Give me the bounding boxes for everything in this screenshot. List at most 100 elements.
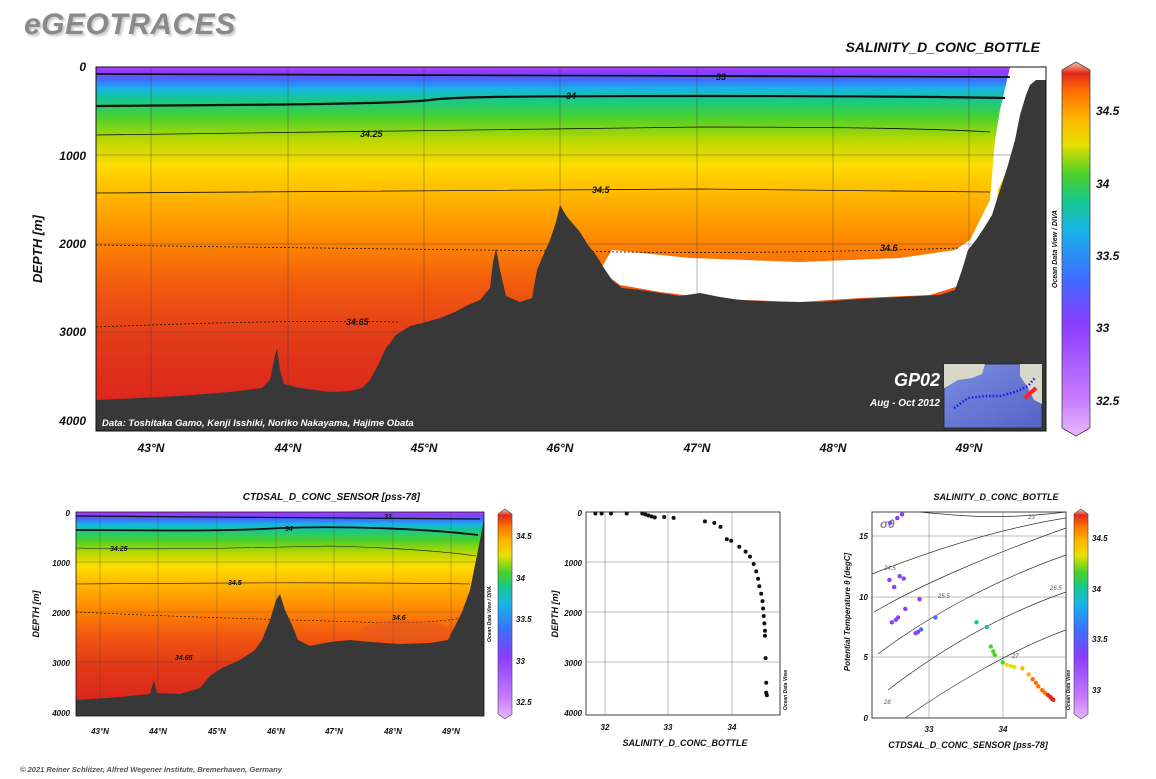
- station-map-inset: [943, 363, 1043, 429]
- ctd-cbar-tick-33: 33: [516, 657, 525, 666]
- profile-point-6: [646, 513, 651, 518]
- ctd-x-tick-43: 43°N: [90, 727, 109, 736]
- profile-y-label: DEPTH [m]: [550, 589, 560, 637]
- profile-point-22: [757, 584, 762, 589]
- ts-y-label: Potential Temperature θ [degC]: [843, 552, 852, 671]
- ts-cbar-tick-34-5: 34.5: [1092, 534, 1108, 543]
- ctd-x-tick-46: 46°N: [266, 727, 285, 736]
- ts-isopycnal-label-27: 27: [1011, 654, 1019, 660]
- ctd-contours: [75, 515, 481, 624]
- contour-label-33: 33: [716, 72, 726, 82]
- profile-point-16: [737, 544, 742, 549]
- main-x-tick-46: 46°N: [546, 441, 574, 455]
- ts-y-tick-15: 15: [859, 532, 868, 541]
- main-x-tick-47: 47°N: [683, 441, 711, 455]
- ts-plot-frame: [871, 511, 1067, 719]
- ctd-contour-label-34-5: 34.5: [228, 580, 242, 587]
- ts-isopycnal-label-24-5: 24.5: [883, 566, 896, 572]
- ts-point-23: [1008, 663, 1013, 669]
- ts-point-7: [903, 606, 908, 612]
- ts-point-18: [988, 644, 993, 649]
- ts-x-label: CTDSAL_D_CONC_SENSOR [pss-78]: [888, 740, 1049, 750]
- profile-gridlines: [586, 512, 780, 715]
- main-colorbar: [1061, 61, 1091, 437]
- ctd-cbar-tick-34-5: 34.5: [516, 532, 532, 541]
- ts-sigma-symbol: σ0: [880, 517, 895, 531]
- profile-x-label: SALINITY_D_CONC_BOTTLE: [622, 738, 748, 748]
- main-cbar-tick-34: 34: [1096, 177, 1110, 191]
- main-cbar-tick-33: 33: [1096, 321, 1110, 335]
- ts-point-35: [1051, 697, 1056, 702]
- profile-y-tick-1000: 1000: [564, 559, 582, 568]
- main-x-tick-49: 49°N: [955, 441, 983, 455]
- ts-cbar-tick-34: 34: [1092, 585, 1101, 594]
- contour-34-6: [95, 244, 961, 253]
- main-y-label: DEPTH [m]: [30, 214, 45, 283]
- ts-point-26: [1026, 672, 1032, 677]
- contour-label-34-25: 34.25: [360, 129, 384, 139]
- brand-logo: eGEOTRACES: [24, 8, 236, 41]
- ts-point-17: [984, 624, 989, 630]
- ts-point-1: [895, 515, 900, 521]
- ctd-colorbar: [497, 508, 513, 720]
- contour-34-65: [95, 320, 401, 328]
- ts-point-0: [888, 520, 893, 526]
- contour-33: [95, 73, 1011, 78]
- profile-plot-frame: [585, 511, 781, 716]
- profile-x-tick-33: 33: [664, 723, 673, 732]
- ts-point-2: [899, 512, 905, 517]
- profile-point-19: [751, 562, 756, 566]
- ts-x-tick-33: 33: [925, 725, 934, 734]
- profile-point-21: [756, 576, 761, 581]
- contour-34: [95, 94, 1006, 108]
- profile-point-12: [712, 520, 717, 525]
- profile-point-11: [702, 519, 707, 524]
- ts-isopycnal-label-25-5: 25.5: [937, 594, 950, 600]
- ts-point-21: [1000, 660, 1005, 665]
- main-y-tick-3000: 3000: [59, 325, 86, 339]
- ts-point-27: [1030, 677, 1035, 682]
- cruise-label: GP02: [894, 370, 940, 390]
- ts-point-19: [991, 649, 996, 654]
- profile-points: [593, 511, 769, 698]
- ctd-contour-label-34-6: 34.6: [392, 615, 406, 622]
- ts-isopycnal-label-23: 23: [1027, 515, 1035, 521]
- ctd-y-label: DEPTH [m]: [31, 589, 41, 637]
- ts-cbar-tick-33: 33: [1092, 686, 1101, 695]
- ts-point-16: [974, 620, 979, 625]
- ts-colorbar: [1073, 508, 1089, 720]
- profile-point-20: [754, 569, 759, 574]
- profile-x-tick-34: 34: [728, 723, 737, 732]
- main-no-data-area: [600, 67, 1046, 302]
- contour-label-34: 34: [566, 91, 576, 101]
- ts-point-3: [887, 577, 892, 583]
- ts-isopycnal-label-26-5: 26.5: [1049, 586, 1062, 592]
- ts-odv-label: Ocean Data View: [1066, 669, 1072, 710]
- ts-y-tick-5: 5: [864, 653, 869, 662]
- main-cbar-tick-33-5: 33.5: [1096, 249, 1120, 263]
- profile-point-30: [763, 656, 768, 661]
- ts-points: [887, 512, 1056, 702]
- ctd-cbar-tick-34: 34: [516, 574, 525, 583]
- ts-isopycnals: [871, 511, 1067, 719]
- ctd-y-tick-4000: 4000: [51, 709, 70, 718]
- profile-y-tick-4000: 4000: [563, 709, 582, 718]
- main-y-tick-1000: 1000: [59, 149, 86, 163]
- main-x-tick-48: 48°N: [819, 441, 847, 455]
- ctd-x-tick-45: 45°N: [207, 727, 226, 736]
- ts-chart-title: SALINITY_D_CONC_BOTTLE: [933, 492, 1059, 502]
- profile-point-27: [762, 621, 767, 626]
- main-x-tick-44: 44°N: [274, 441, 302, 455]
- ctd-contour-label-34-25: 34.25: [110, 546, 128, 553]
- ctd-x-tick-49: 49°N: [441, 727, 460, 736]
- ctd-y-tick-0: 0: [66, 509, 71, 518]
- ts-y-tick-10: 10: [859, 593, 868, 602]
- ts-point-6: [892, 584, 897, 590]
- ctd-x-tick-47: 47°N: [324, 727, 343, 736]
- profile-point-8: [652, 515, 657, 520]
- ts-point-13: [913, 631, 918, 636]
- main-x-tick-45: 45°N: [410, 441, 438, 455]
- ctd-salinity-max-patch: [363, 620, 447, 640]
- ts-point-5: [901, 576, 906, 581]
- main-cbar-tick-34-5: 34.5: [1096, 104, 1120, 118]
